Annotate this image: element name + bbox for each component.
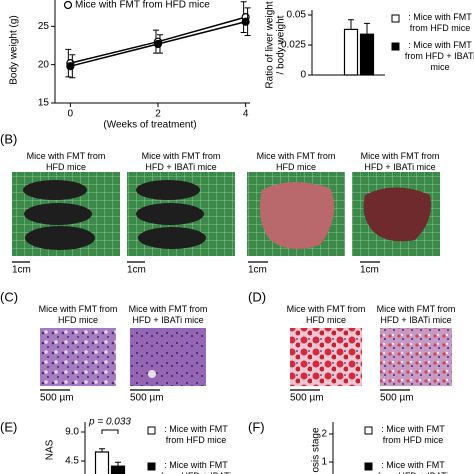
panel-label: (C) [0, 289, 18, 304]
scale-label: 500 µm [380, 393, 414, 404]
histology-image [130, 328, 206, 386]
x-axis-label: (Weeks of treatment) [103, 120, 196, 131]
caption: Mice with FMT from HFD + IBATi mice [141, 151, 221, 172]
bar [110, 465, 126, 474]
y-tick-label: 0 [300, 70, 306, 81]
vessel [148, 370, 156, 378]
y-tick-label: 1 [321, 457, 327, 468]
legend-marker [63, 0, 73, 10]
legend-swatch [147, 426, 156, 435]
legend-swatch [147, 462, 156, 471]
y-axis-label: Body weight (g) [9, 15, 20, 84]
y-tick-label: 15 [38, 98, 50, 109]
legend-label: : Mice with FMT from HFD + IBATi mice [404, 40, 474, 72]
scale-label: 500 µm [40, 393, 74, 404]
caption: Mice with FMT from HFD + IBATi mice [128, 304, 208, 325]
x-tick-label: 0 [68, 109, 74, 120]
y-tick-label: 9.0 [65, 427, 79, 438]
bar [343, 28, 359, 76]
scale-label: 1cm [127, 265, 146, 276]
caption: Mice with FMT from HFD + IBATi mice [376, 304, 456, 325]
panel-label: (B) [0, 131, 17, 146]
y-tick-label: 2 [321, 429, 327, 440]
liver-shape [259, 181, 335, 249]
liver-shape [363, 187, 431, 242]
error-bar [115, 461, 121, 467]
caption: Mice with FMT from HFD mice [38, 304, 118, 325]
marker [66, 62, 75, 71]
histology-image [40, 328, 116, 386]
legend-label: : Mice with FMT from HFD + IBATi mice [378, 460, 448, 474]
error-bar [348, 19, 354, 30]
legend-swatch [391, 42, 400, 51]
panel-label: (D) [248, 289, 266, 304]
x-tick-label: 2 [155, 109, 161, 120]
caption: Mice with FMT from HFD + IBATi mice [360, 151, 440, 172]
caption: Mice with FMT from HFD mice [256, 151, 336, 172]
scale-label: 1cm [12, 265, 31, 276]
y-axis-label: / body weight [276, 15, 287, 74]
bar [359, 33, 375, 76]
mouse-shapes [136, 180, 206, 249]
y-axis-label: osis stage [311, 427, 322, 472]
y-axis-label: Ratio of liver weight [265, 1, 276, 88]
x-tick-label: 4 [243, 109, 249, 120]
panel-label: (F) [248, 419, 265, 434]
legend-swatch [364, 426, 373, 435]
annotation: p = 0.033 [88, 417, 131, 428]
y-axis-label: NAS [45, 439, 56, 460]
y-tick-label: 0.05 [287, 10, 307, 21]
scale-label: 1cm [248, 265, 267, 276]
y-tick-label: 20 [38, 59, 50, 70]
caption: Mice with FMT from HFD mice [286, 304, 366, 325]
legend-label: : Mice with FMT from HFD mice [408, 12, 472, 33]
legend-swatch [391, 14, 400, 23]
error-bar [99, 448, 105, 452]
legend-swatch [364, 462, 373, 471]
y-tick-label: 0.025 [281, 40, 306, 51]
scale-label: 500 µm [290, 393, 324, 404]
bar [94, 451, 110, 474]
scale-label: 1cm [360, 265, 379, 276]
y-tick-label: 25 [38, 21, 50, 32]
histology-image [380, 328, 452, 386]
scale-label: 500 µm [130, 393, 164, 404]
panel-label: (E) [0, 419, 17, 434]
histology-image [290, 328, 362, 386]
y-tick-label: 4.5 [65, 456, 79, 467]
mouse-shapes [23, 180, 95, 250]
error-bar [364, 22, 370, 35]
bracket [101, 429, 119, 434]
legend-label: : Mice with FMT from HFD mice [164, 424, 228, 445]
legend-label: : Mice with FMT from HFD mice [381, 424, 445, 445]
legend-label: : Mice with FMT from HFD + IBATi mice [161, 460, 231, 474]
legend-label: Mice with FMT from HFD mice [75, 0, 210, 11]
marker [241, 17, 250, 26]
caption: Mice with FMT from HFD mice [26, 151, 106, 172]
marker [153, 39, 163, 49]
